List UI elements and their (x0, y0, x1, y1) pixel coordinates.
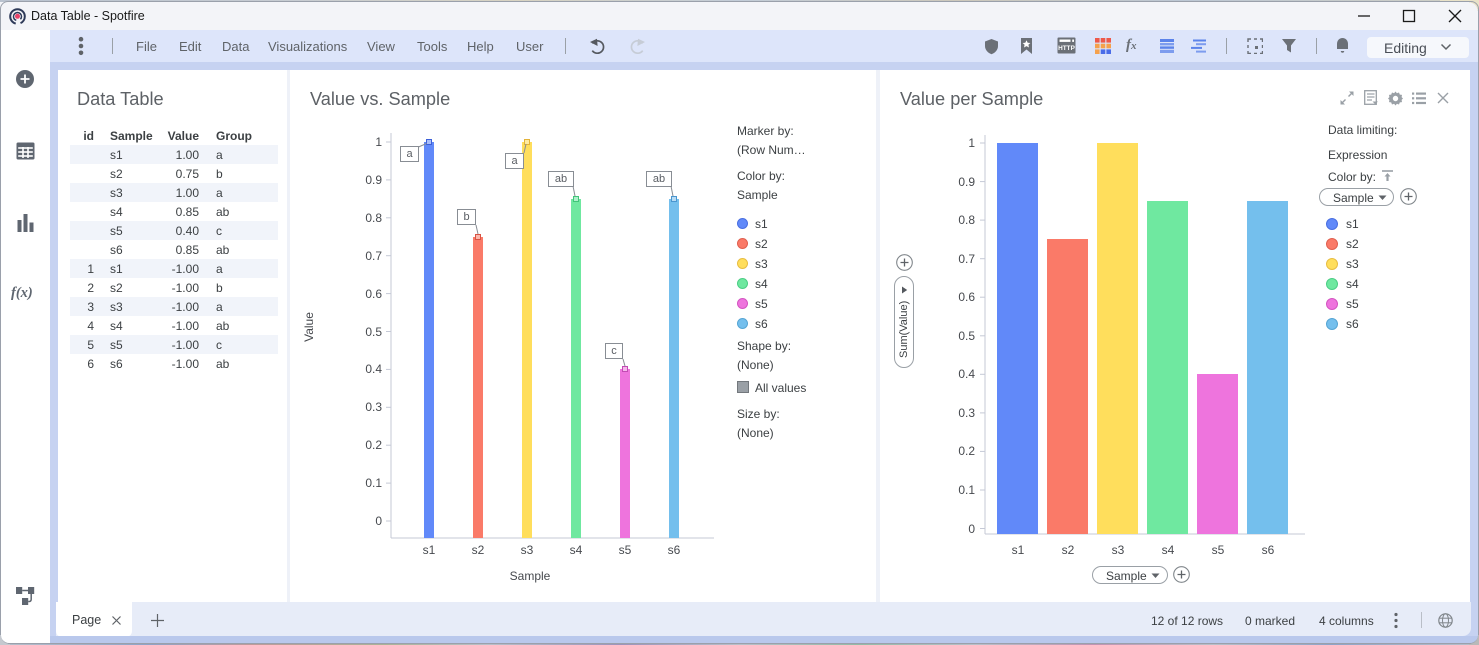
svg-text:HTTP: HTTP (1058, 45, 1075, 52)
